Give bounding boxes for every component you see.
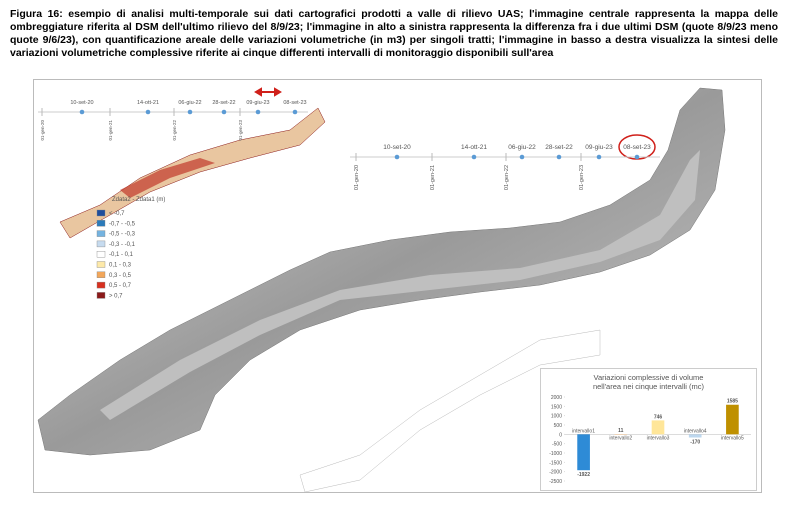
chart-title: Variazioni complessive di volume nell'ar…: [592, 373, 705, 391]
year-label: 01-gen-21: [430, 165, 436, 190]
bar: [577, 434, 590, 471]
year-label: 01-gen-23: [238, 120, 243, 141]
y-tick-label: -2000: [549, 470, 562, 476]
legend-label: < -0,7: [109, 211, 125, 217]
survey-dot: [471, 154, 477, 160]
legend-label: 0,1 - 0,3: [109, 263, 132, 269]
legend-swatch: [96, 292, 106, 299]
year-label: 01-gen-21: [108, 120, 113, 141]
y-tick-label: 500: [554, 423, 563, 429]
legend-label: -0,7 - -0,5: [109, 221, 136, 227]
year-label: 01-gen-22: [172, 120, 177, 141]
legend-swatch: [96, 271, 106, 278]
legend-swatch: [96, 230, 106, 237]
x-tick-label: intervallo3: [647, 435, 670, 441]
survey-date: 10-set-20: [383, 144, 411, 151]
y-tick-label: 2000: [551, 395, 562, 401]
bar: [651, 420, 665, 435]
y-tick-label: -2500: [549, 479, 562, 485]
legend-swatch: [96, 240, 106, 248]
mini-chart-strip: [299, 329, 601, 493]
x-tick-label: intervallo2: [609, 435, 632, 441]
y-tick-label: -500: [552, 442, 562, 448]
y-tick-label: -1500: [549, 460, 562, 466]
year-label: 01-gen-20: [354, 165, 360, 190]
survey-date: 10-set-20: [70, 100, 93, 106]
x-tick-label: intervallo4: [684, 428, 707, 434]
figure-caption: Figura 16: esempio di analisi multi-temp…: [10, 8, 778, 59]
diff-map: [59, 107, 326, 239]
year-label: 01-gen-23: [579, 165, 585, 190]
year-label: 01-gen-20: [40, 120, 45, 141]
survey-dot: [292, 109, 298, 115]
value-label: -170: [690, 440, 700, 446]
legend-label: > 0,7: [109, 293, 123, 299]
survey-dot: [556, 154, 562, 160]
legend-swatch: [96, 281, 106, 289]
survey-date: 14-ott-21: [137, 100, 159, 106]
survey-dot: [634, 154, 640, 160]
survey-date: 28-set-22: [545, 144, 573, 151]
legend-label: -0,3 - -0,1: [109, 242, 136, 248]
legend-label: -0,1 - 0,1: [109, 252, 134, 258]
survey-dot: [519, 154, 525, 160]
survey-dot: [79, 109, 85, 115]
value-label: 1585: [727, 399, 738, 405]
year-label: 01-gen-22: [504, 165, 510, 190]
survey-date: 06-giu-22: [178, 100, 201, 106]
legend-swatch: [96, 250, 106, 258]
survey-date: 08-set-23: [623, 144, 651, 151]
survey-dot: [145, 109, 151, 115]
x-tick-label: intervallo5: [721, 435, 744, 441]
legend-swatch: [96, 209, 106, 217]
legend-label: -0,5 - -0,3: [109, 232, 136, 238]
bar: [688, 434, 702, 438]
survey-date: 28-set-22: [212, 100, 235, 106]
diff-map-detail: [120, 158, 215, 198]
bar: [614, 434, 628, 435]
value-label: 746: [654, 414, 663, 420]
survey-dot: [394, 154, 400, 160]
y-tick-label: -1000: [549, 451, 562, 457]
value-label: -1922: [577, 472, 590, 478]
river-channel: [100, 150, 700, 420]
legend-label: 0,5 - 0,7: [109, 283, 132, 289]
value-label: 11: [618, 428, 624, 434]
figure: [33, 79, 762, 493]
y-tick-label: 0: [559, 432, 562, 438]
survey-dot: [187, 109, 193, 115]
y-tick-label: 1500: [551, 404, 562, 410]
y-tick-label: 1000: [551, 414, 562, 420]
survey-date: 08-set-23: [283, 100, 306, 106]
survey-dot: [221, 109, 227, 115]
survey-dot: [255, 109, 261, 115]
survey-date: 09-giu-23: [585, 144, 613, 151]
survey-date: 06-giu-22: [508, 144, 536, 151]
survey-dot: [596, 154, 602, 160]
chart-plot: -2500 -2000 -1500 -1000 -500 0 500 1000 1500 2000…: [549, 395, 751, 485]
legend-label: 0,3 - 0,5: [109, 273, 132, 279]
legend-swatch: [96, 220, 106, 227]
survey-date: 09-giu-23: [246, 100, 269, 106]
legend-title: Zdata2 - Zdata1 (m): [112, 197, 165, 203]
legend-swatch: [96, 261, 106, 268]
survey-date: 14-ott-21: [461, 144, 487, 151]
hillshade-map: [37, 87, 726, 456]
bar: [726, 404, 739, 435]
highlight-arrow: [254, 87, 282, 97]
x-tick-label: intervallo1: [572, 428, 595, 434]
volume-chart: Variazioni complessive di volume nell'ar…: [540, 368, 757, 491]
